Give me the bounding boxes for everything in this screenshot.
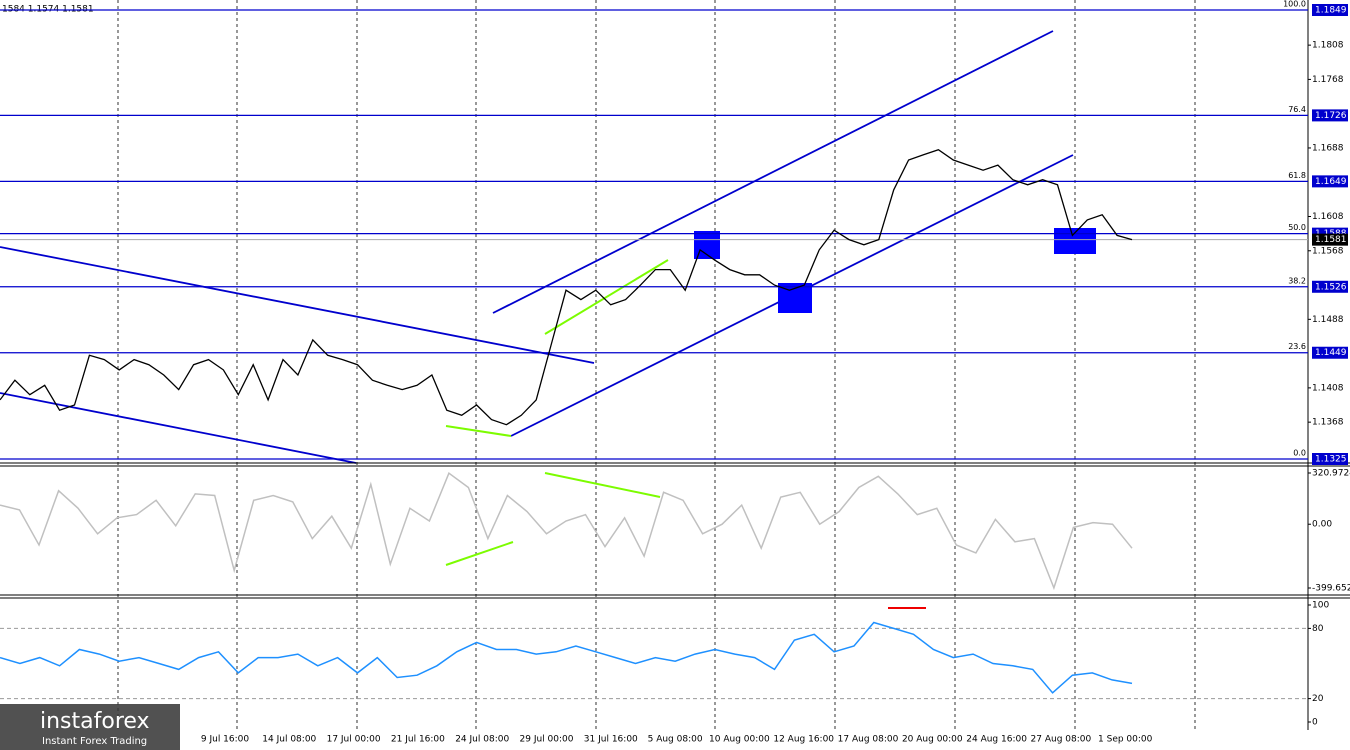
y-tick-label: 1.1488 (1312, 315, 1344, 325)
time-label: 17 Jul 00:00 (327, 735, 381, 745)
price-tag-label: 1.1849 (1315, 6, 1347, 16)
divergence-lines (445, 259, 669, 566)
fib-ratio: 61.8 (1288, 171, 1306, 180)
current-price-tag (1312, 233, 1348, 246)
time-label: 5 Aug 08:00 (648, 735, 703, 745)
time-label: 17 Aug 08:00 (838, 735, 899, 745)
price-tag-label: 1.1726 (1315, 111, 1347, 121)
time-label: 29 Jul 00:00 (520, 735, 574, 745)
fib-ratio: 50.0 (1288, 223, 1306, 232)
y-tick-label: 0 (1312, 718, 1318, 728)
y-tick-label: 1.1808 (1312, 41, 1344, 51)
price-tag (1312, 453, 1348, 465)
y-tick-label: 20 (1312, 694, 1324, 704)
time-label: 9 Jul 16:00 (201, 735, 250, 745)
price-tag (1312, 346, 1348, 359)
time-label: 27 Aug 08:00 (1031, 735, 1092, 745)
logo: instaforex Instant Forex Trading (0, 704, 180, 750)
price-tag (1312, 175, 1348, 188)
y-tick-label: 80 (1312, 624, 1324, 634)
time-label: 10 Aug 00:00 (709, 735, 770, 745)
y-tick-label: 100 (1312, 601, 1329, 611)
current-price-label: 1.1581 (1315, 235, 1347, 245)
time-label: 31 Jul 16:00 (584, 735, 638, 745)
fib-ratio: 38.2 (1288, 276, 1306, 285)
y-tick-label: 1.1768 (1312, 75, 1344, 85)
price-line (0, 148, 1133, 426)
y-tick-label: 1.1608 (1312, 212, 1344, 222)
fib-ratio: 100.0 (1283, 0, 1306, 9)
pane-borders (0, 0, 1350, 730)
time-label: 24 Jul 08:00 (455, 735, 509, 745)
time-label: 1 Sep 00:00 (1098, 735, 1153, 745)
price-tag-label: 1.1449 (1315, 348, 1347, 358)
logo-tagline: Instant Forex Trading (42, 736, 147, 747)
cci-line (0, 472, 1133, 591)
y-tick-label: 0.00 (1312, 520, 1332, 530)
price-tag (1312, 4, 1348, 16)
time-label: 24 Aug 16:00 (966, 735, 1027, 745)
price-tag (1312, 109, 1348, 122)
time-label: 21 Jul 16:00 (391, 735, 445, 745)
price-tag-label: 1.1325 (1315, 455, 1347, 465)
price-tag-label: 1.1526 (1315, 282, 1347, 292)
rsi-line (0, 621, 1133, 694)
fib-ratio: 76.4 (1288, 105, 1306, 114)
time-label: 12 Aug 16:00 (773, 735, 834, 745)
logo-name: instaforex (40, 709, 150, 734)
price-tag (1312, 280, 1348, 293)
y-tick-label: 1.1408 (1312, 383, 1344, 393)
time-label: 20 Aug 00:00 (902, 735, 963, 745)
time-label: 14 Jul 08:00 (262, 735, 316, 745)
y-tick-label: 320.9724 (1312, 469, 1350, 479)
y-tick-label: 1.1568 (1312, 246, 1344, 256)
y-tick-label: -399.652 (1312, 584, 1350, 594)
y-tick-label: 1.1368 (1312, 418, 1344, 428)
fib-ratio: 23.6 (1288, 342, 1306, 351)
price-tag-label: 1.1649 (1315, 177, 1347, 187)
y-tick-label: 1.1688 (1312, 143, 1344, 153)
time-grid (117, 0, 1196, 730)
fib-ratio: 0.0 (1293, 449, 1306, 458)
